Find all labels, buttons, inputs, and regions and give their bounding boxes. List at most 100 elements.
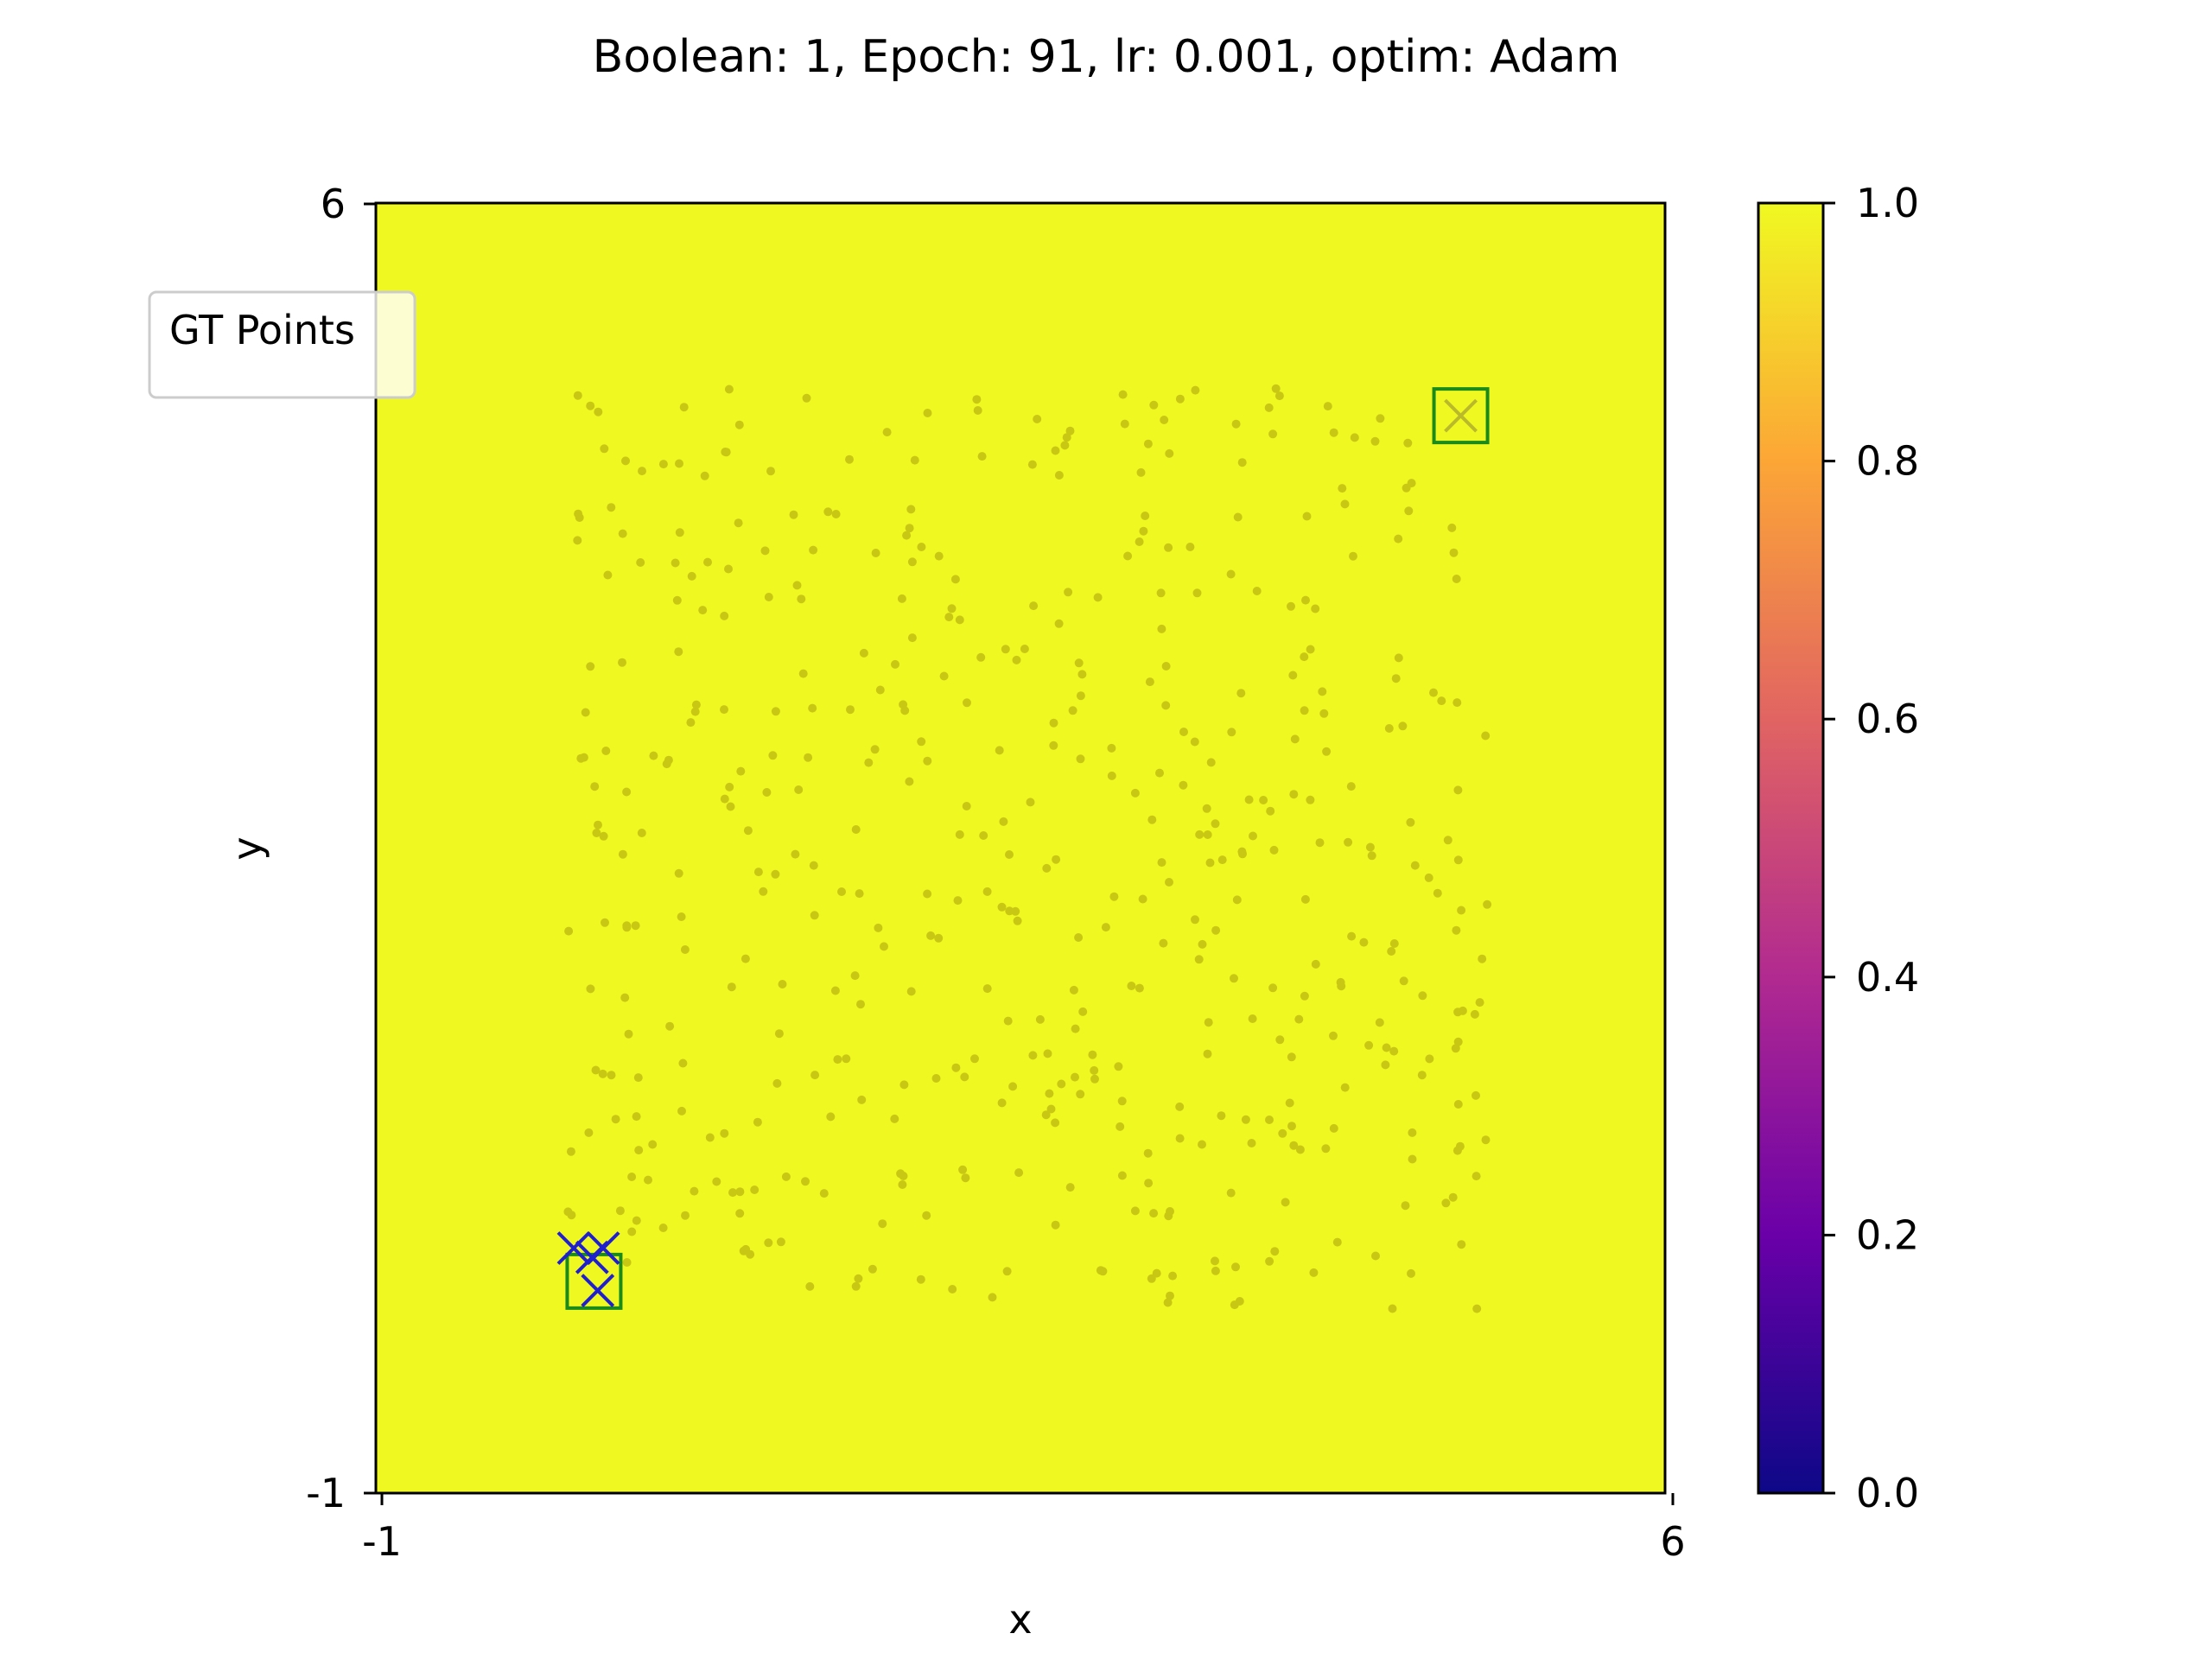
- sample-point: [1166, 1291, 1174, 1300]
- sample-point: [677, 912, 686, 921]
- sample-point: [997, 902, 1007, 912]
- x-tick-label: -1: [362, 1518, 402, 1565]
- sample-point: [771, 869, 780, 879]
- sample-point: [712, 1177, 721, 1186]
- sample-point: [916, 1274, 925, 1284]
- sample-point: [1068, 706, 1077, 715]
- sample-point: [958, 1165, 968, 1174]
- sample-point: [735, 1187, 745, 1197]
- sample-point: [1340, 1083, 1350, 1092]
- sample-point: [1071, 1072, 1079, 1082]
- sample-point: [1203, 830, 1212, 839]
- sample-point: [1408, 1128, 1417, 1137]
- sample-point: [1139, 526, 1148, 536]
- sample-point: [1478, 954, 1487, 963]
- sample-point: [809, 545, 818, 555]
- sample-point: [960, 1072, 969, 1082]
- sample-point: [675, 459, 683, 468]
- sample-point: [1175, 394, 1185, 404]
- sample-point: [1287, 1122, 1296, 1131]
- predictions-layer: [556, 398, 1478, 1307]
- sample-point: [1141, 512, 1150, 520]
- sample-point: [720, 705, 728, 715]
- sample-point: [1165, 448, 1174, 458]
- sample-point: [1336, 977, 1345, 987]
- sample-point: [976, 652, 986, 662]
- sample-point: [1054, 619, 1064, 628]
- sample-point: [805, 1281, 815, 1291]
- sample-point: [1013, 916, 1022, 925]
- sample-point: [1447, 523, 1457, 532]
- sample-point: [907, 633, 917, 643]
- sample-point: [601, 918, 609, 927]
- sample-point: [1453, 1037, 1463, 1046]
- sample-point: [1231, 419, 1241, 429]
- sample-point: [1232, 895, 1242, 905]
- sample-point: [900, 706, 910, 715]
- sample-point: [567, 1211, 576, 1220]
- sample-point: [977, 452, 987, 461]
- sample-point: [1226, 1188, 1236, 1198]
- sample-point: [1051, 1118, 1060, 1128]
- sample-point: [833, 1055, 842, 1065]
- sample-point: [1147, 815, 1157, 824]
- sample-point: [1071, 1024, 1080, 1033]
- sample-point: [1375, 1018, 1384, 1027]
- sample-point: [1164, 1211, 1173, 1221]
- sample-point: [1020, 645, 1029, 653]
- sample-point: [905, 777, 914, 786]
- sample-point: [735, 1209, 745, 1218]
- sample-point: [591, 1065, 601, 1075]
- sample-point: [1389, 939, 1399, 948]
- sample-point: [1309, 1268, 1319, 1277]
- sample-point: [907, 557, 917, 567]
- sample-point: [1230, 1300, 1239, 1310]
- sample-point: [573, 391, 582, 400]
- sample-point: [632, 1216, 641, 1225]
- sample-point: [1322, 747, 1332, 756]
- sample-point: [999, 817, 1008, 826]
- sample-point: [1323, 402, 1332, 411]
- sample-point: [874, 923, 883, 932]
- sample-point: [607, 1071, 616, 1080]
- sample-point: [662, 760, 671, 769]
- sample-point: [586, 401, 595, 410]
- sample-point: [671, 558, 680, 568]
- sample-point: [736, 766, 746, 776]
- sample-point: [727, 982, 736, 992]
- sample-point: [1340, 499, 1350, 509]
- sample-point: [794, 785, 804, 794]
- sample-point: [1005, 850, 1014, 859]
- sample-point: [764, 593, 773, 601]
- sample-point: [802, 393, 811, 403]
- sample-point: [944, 613, 954, 622]
- sample-point: [970, 1054, 979, 1064]
- sample-point: [1118, 390, 1128, 399]
- prediction-marker: [1444, 398, 1478, 433]
- sample-point: [955, 615, 964, 625]
- sample-point: [592, 829, 601, 837]
- sample-point: [982, 984, 992, 994]
- sample-point: [674, 868, 683, 878]
- sample-point: [1076, 754, 1085, 764]
- sample-point: [1138, 894, 1147, 904]
- sample-point: [1064, 588, 1073, 597]
- sample-point: [1143, 1148, 1153, 1158]
- sample-point: [734, 518, 743, 528]
- sample-point: [1029, 601, 1039, 611]
- sample-point: [1227, 728, 1236, 737]
- sample-point: [1002, 1267, 1012, 1276]
- sample-point: [934, 551, 944, 561]
- sample-point: [1051, 1220, 1060, 1230]
- sample-point: [1088, 1050, 1097, 1059]
- sample-point: [778, 980, 787, 988]
- sample-point: [837, 887, 846, 896]
- sample-point: [1306, 645, 1315, 654]
- sample-point: [1157, 858, 1166, 868]
- sample-point: [1003, 1016, 1013, 1026]
- sample-point: [679, 403, 689, 412]
- sample-point: [624, 1029, 633, 1039]
- sample-point: [1300, 706, 1309, 715]
- sample-point: [950, 575, 960, 584]
